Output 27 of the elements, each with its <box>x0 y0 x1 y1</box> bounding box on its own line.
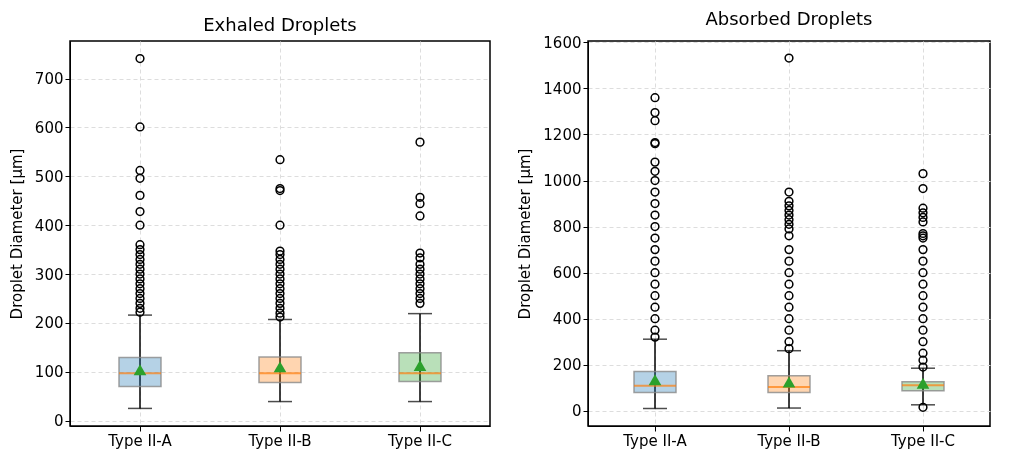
y-tick-label: 500 <box>34 167 64 186</box>
y-tick-label: 0 <box>571 402 582 421</box>
y-tick-label: 600 <box>34 118 64 137</box>
chart-title: Exhaled Droplets <box>203 14 357 35</box>
x-tick-label: Type II-A <box>622 431 688 450</box>
x-tick-label: Type II-C <box>387 431 452 450</box>
x-tick-label: Type II-B <box>756 431 821 450</box>
x-tick-label: Type II-C <box>890 431 955 450</box>
chart-title: Absorbed Droplets <box>705 8 873 30</box>
y-tick-label: 700 <box>34 70 64 89</box>
y-tick-label: 400 <box>34 216 64 235</box>
y-tick-label: 1400 <box>543 79 582 98</box>
y-tick-label: 1600 <box>543 33 582 52</box>
y-tick-label: 600 <box>552 264 582 283</box>
y-tick-label: 400 <box>552 310 582 329</box>
y-axis-title: Droplet Diameter [µm] <box>7 148 26 320</box>
y-tick-label: 200 <box>34 314 64 333</box>
y-tick-label: 200 <box>552 356 582 375</box>
y-tick-label: 0 <box>53 412 64 431</box>
x-tick-label: Type II-B <box>247 431 312 450</box>
y-tick-label: 300 <box>34 265 64 284</box>
x-tick-label: Type II-A <box>107 431 173 450</box>
y-tick-label: 1200 <box>543 125 582 144</box>
y-tick-label: 100 <box>34 363 64 382</box>
y-axis-title: Droplet Diameter [µm] <box>516 148 535 320</box>
y-tick-label: 800 <box>552 218 582 237</box>
y-tick-label: 1000 <box>543 172 582 191</box>
